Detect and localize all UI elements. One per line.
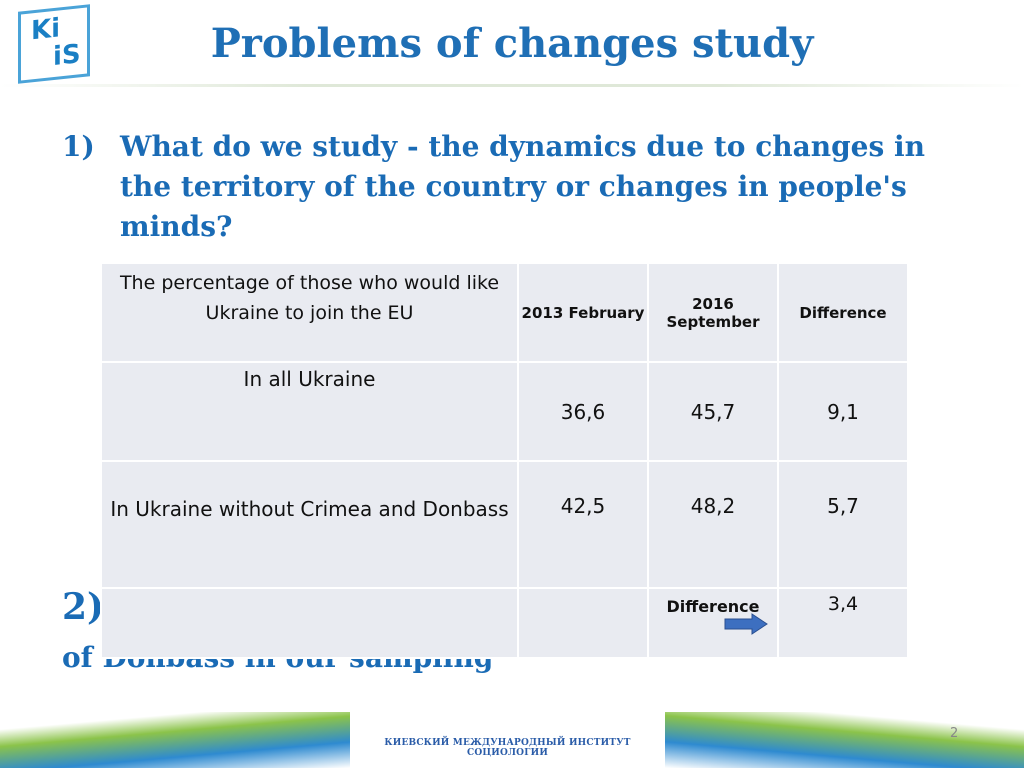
arrow-icon [724,613,768,635]
title: Problems of changes study [210,20,814,67]
footer-band [665,712,1024,768]
cell: 48,2 [647,460,779,589]
point: 1) What do we study - the dynamics due to… [62,127,962,247]
row: In all Ukraine 36,6 45,7 9,1 [100,361,909,462]
header-cell: 2016 September [647,262,779,363]
header-cell: Difference [777,262,909,363]
point-text: What do we study - the dynamics due to c… [120,130,925,243]
cell: 42,5 [517,460,649,589]
cell-text: Difference [666,597,760,616]
cell: 9,1 [777,361,909,462]
cell: 3,4 [777,587,909,659]
cell: Difference [647,587,779,659]
data-table: The percentage of those who would like U… [100,262,909,659]
row: In Ukraine without Crimea and Donbass 42… [100,460,909,589]
header-row: The percentage of those who would like U… [100,262,909,363]
cell: 36,6 [517,361,649,462]
cell: In all Ukraine [100,361,519,462]
cell [517,587,649,659]
header-cell: The percentage of those who would like U… [100,262,519,363]
header-cell: 2013 February [517,262,649,363]
cell: 45,7 [647,361,779,462]
point-number: 2) [62,586,105,628]
footer-band [0,712,350,768]
cell: In Ukraine without Crimea and Donbass [100,460,519,589]
cell [100,587,519,659]
cell: 5,7 [777,460,909,589]
page-number: 2 [950,726,959,741]
point-number: 1) [62,130,95,163]
footer-text: КИЕВСКИЙ МЕЖДУНАРОДНЫЙ ИНСТИТУТ СОЦИОЛОГ… [384,738,631,758]
divider [0,84,1024,87]
row: Difference 3,4 [100,587,909,659]
